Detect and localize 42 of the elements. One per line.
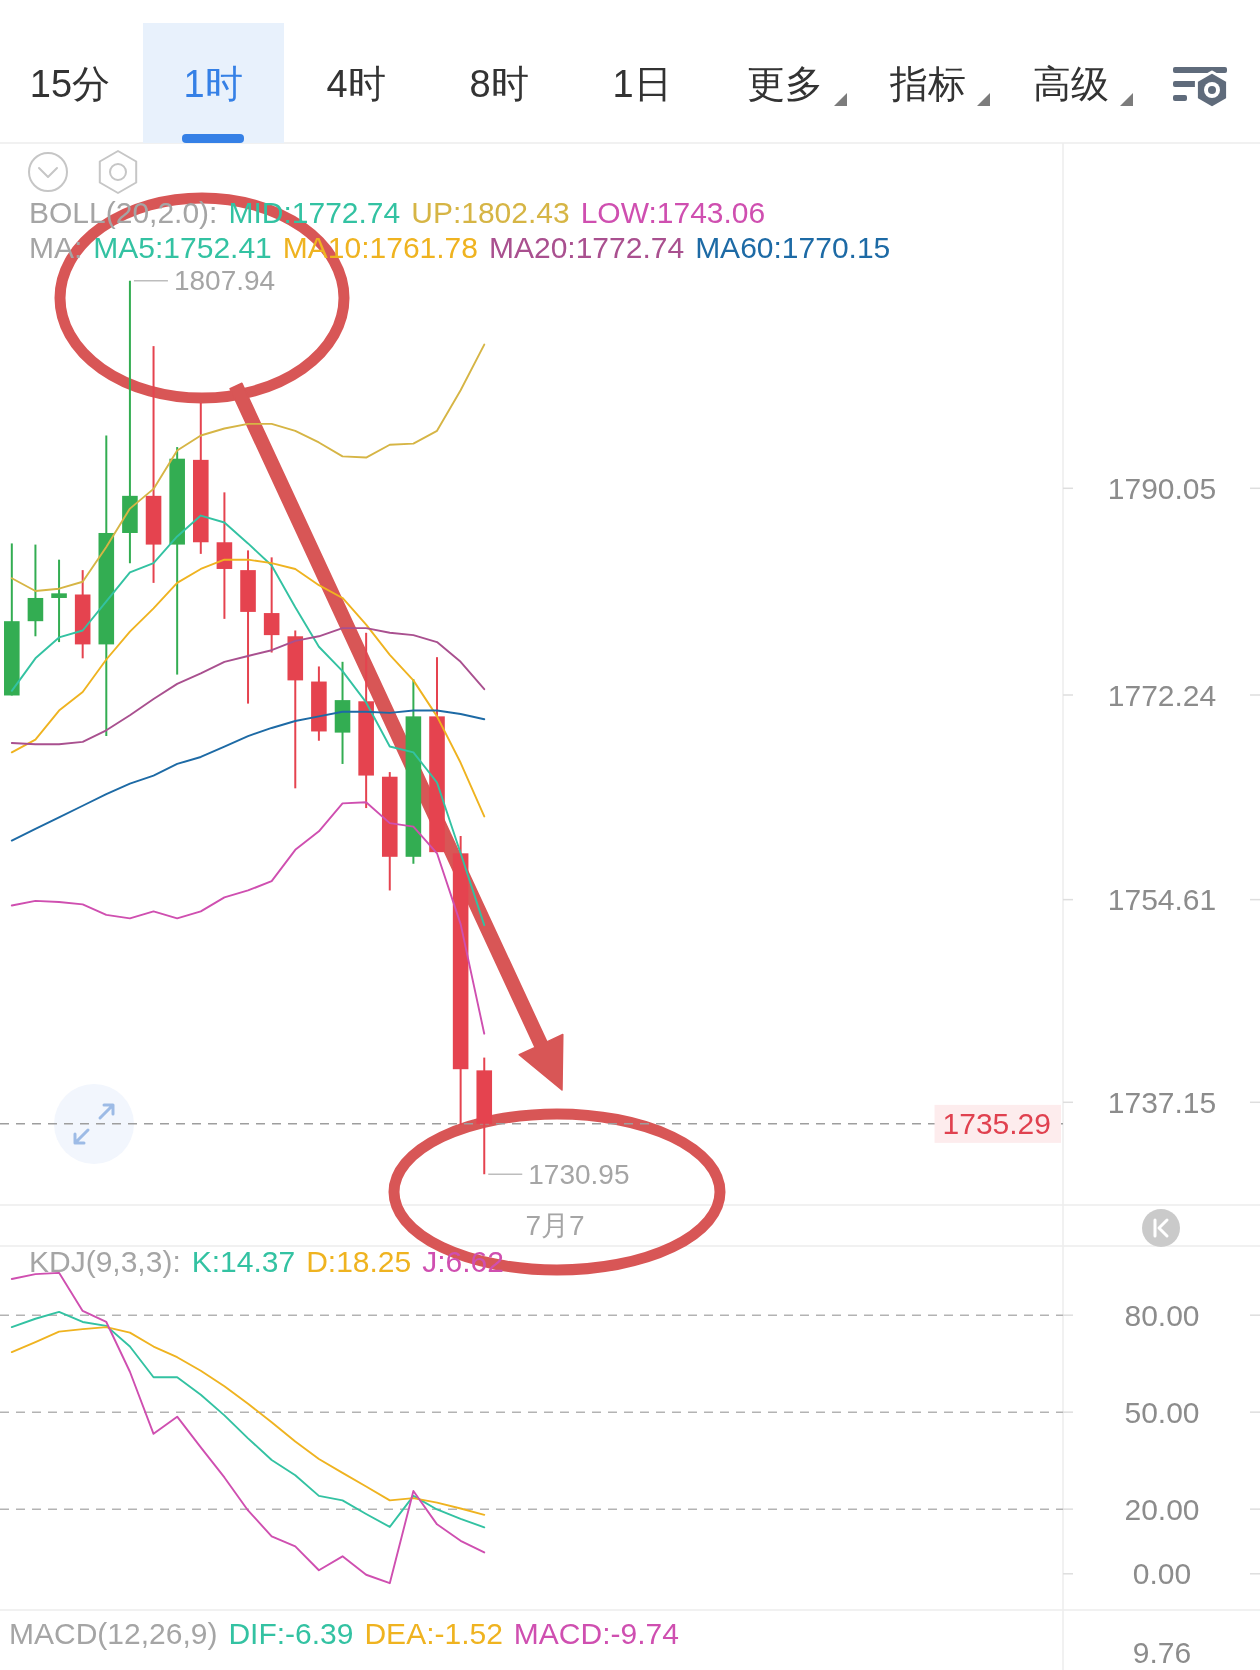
- y-tick-label: 1737.15: [1107, 1085, 1217, 1119]
- category-label: 1日: [612, 63, 672, 105]
- line-series: [10, 801, 486, 1035]
- y-tick-label: 1754.61: [1107, 883, 1217, 917]
- ref-line: 1735.29: [0, 1104, 1064, 1143]
- text: D:18.25: [306, 1244, 412, 1278]
- category-label: MACD:-9.74: [513, 1616, 679, 1650]
- extreme-label: 1807.94: [133, 265, 276, 297]
- text: LOW:1743.06: [580, 195, 766, 229]
- category-label: 1时: [183, 63, 243, 105]
- category-label: 更多: [747, 63, 823, 105]
- y-tick-label: 20.00: [1124, 1492, 1200, 1526]
- text: MA5:1752.41: [93, 230, 272, 264]
- text: MA60:1770.15: [695, 230, 891, 264]
- x-tick-label: 7月7: [525, 1210, 585, 1241]
- ref-line-label: 1735.29: [942, 1107, 1051, 1141]
- category-label: 4时: [326, 63, 386, 105]
- line-series: [10, 514, 486, 927]
- category-label: DEA:-1.52: [364, 1616, 503, 1650]
- text: MACD(12,26,9): [9, 1616, 218, 1650]
- line-series: [10, 558, 486, 818]
- category-label: 高级: [1033, 63, 1109, 105]
- line-series: [10, 343, 486, 592]
- text: UP:1802.43: [411, 195, 570, 229]
- category-label: 15分: [29, 63, 111, 105]
- line-series: [10, 709, 486, 842]
- y-tick-label: 1790.05: [1107, 471, 1217, 505]
- annotation: 1807.94: [173, 265, 276, 297]
- y-tick-label: 0.00: [1132, 1557, 1192, 1591]
- category-label: 8时: [469, 63, 529, 105]
- y-tick-label: 1772.24: [1107, 678, 1217, 712]
- text: MA20:1772.74: [488, 230, 685, 264]
- text: K:14.37: [191, 1244, 296, 1278]
- chart-title: KDJ(9,3,3):: [29, 1244, 181, 1278]
- y-tick-label: 80.00: [1124, 1298, 1200, 1332]
- text: 9.76: [1132, 1635, 1192, 1669]
- extreme-label: 1730.95: [487, 1158, 630, 1190]
- y-tick-label: 50.00: [1124, 1395, 1200, 1429]
- line-series: [10, 627, 486, 746]
- category-label: 指标: [889, 63, 966, 105]
- annotation: 1730.95: [528, 1158, 630, 1190]
- category-label: DIF:-6.39: [228, 1616, 354, 1650]
